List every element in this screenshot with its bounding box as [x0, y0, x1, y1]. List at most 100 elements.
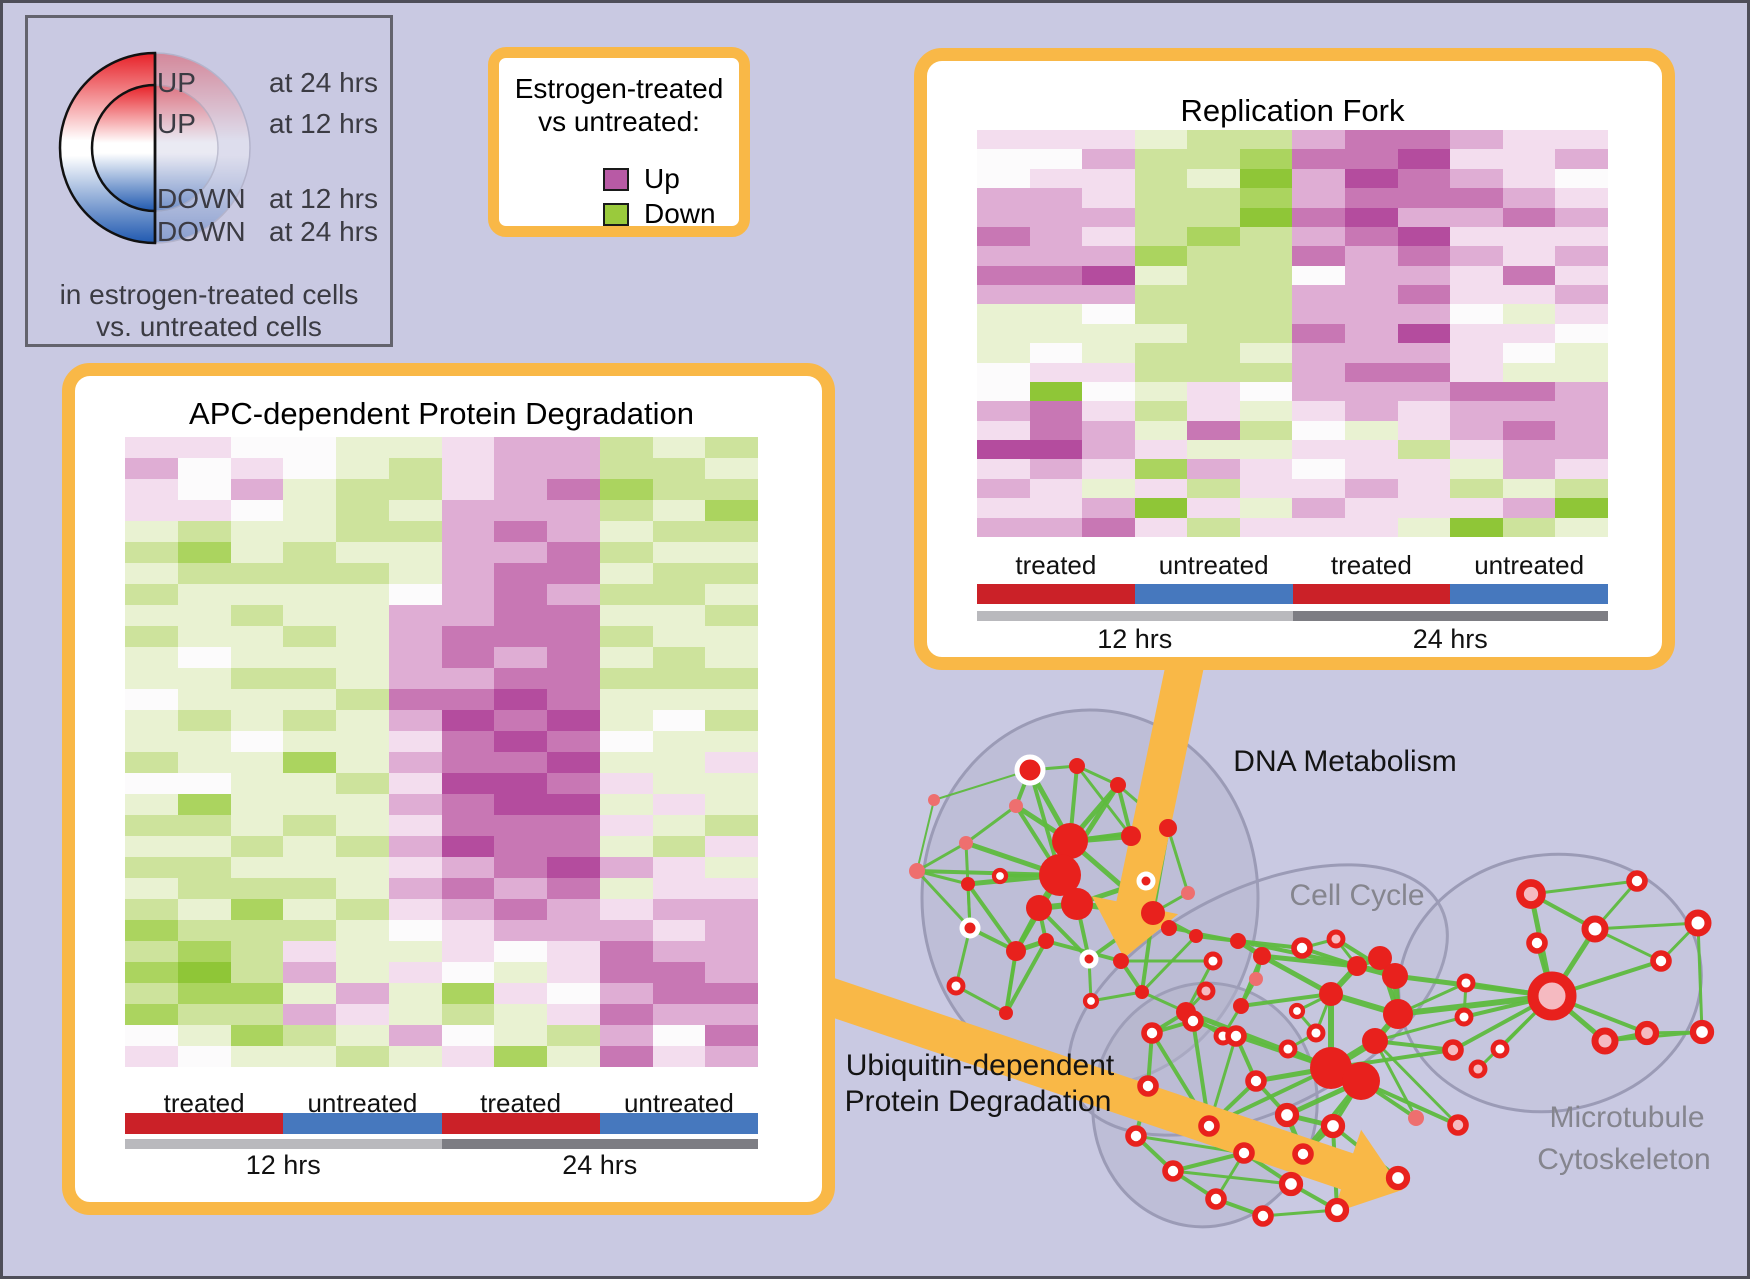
heatmap-cell: [547, 689, 600, 710]
gene-node-s: [1141, 901, 1165, 925]
heatmap-cell: [652, 563, 706, 584]
heatmap-cell: [1292, 478, 1346, 499]
heatmap-cell: [652, 584, 706, 605]
heatmap-cell: [494, 479, 547, 500]
heatmap-cell: [1082, 381, 1135, 402]
heatmap-cell: [547, 836, 600, 857]
gene-node-w: [1125, 1125, 1147, 1147]
heatmap-cell: [388, 500, 442, 521]
heatmap-cell: [230, 689, 284, 710]
heatmap-cell: [1502, 304, 1556, 324]
gene-node-w: [1182, 1010, 1204, 1032]
treatment-group-label: treated: [1015, 550, 1097, 580]
heatmap-cell: [1502, 207, 1556, 227]
heatmap-cell: [1239, 285, 1293, 305]
network-edge: [1373, 1039, 1460, 1127]
heatmap-cell: [1397, 149, 1451, 169]
heatmap-cell: [599, 437, 653, 458]
heatmap-cell: [547, 584, 600, 605]
network-edge: [1530, 879, 1638, 896]
heatmap-cell: [125, 710, 178, 731]
heatmap-cell: [177, 752, 231, 773]
heatmap-cell: [1292, 440, 1346, 460]
heatmap-cell: [1029, 130, 1083, 150]
heatmap-cell: [1397, 343, 1451, 363]
heatmap-cell: [494, 983, 547, 1004]
heatmap-cell: [1345, 188, 1398, 208]
gene-node-wp: [1326, 929, 1346, 949]
heatmap-cell: [547, 752, 600, 773]
heatmap-cell: [1555, 149, 1608, 169]
heatmap-cell: [1029, 401, 1083, 421]
heatmap-cell: [1239, 381, 1293, 402]
heatmap-cell: [177, 773, 231, 794]
heatmap-cell: [599, 794, 653, 815]
heatmap-cell: [1450, 440, 1503, 460]
heatmap-cell: [977, 459, 1030, 479]
heatmap-cell: [388, 815, 442, 836]
heatmap-cell: [652, 731, 706, 752]
heatmap-cell: [1082, 246, 1135, 266]
network-edge: [1696, 922, 1704, 1033]
heatmap-cell: [494, 437, 547, 458]
heatmap-cell: [336, 584, 389, 605]
heatmap-cell: [977, 188, 1030, 208]
heatmap-cell: [547, 668, 600, 689]
heatmap-cell: [388, 437, 442, 458]
gene-node-s: [1368, 946, 1392, 970]
heatmap-cell: [441, 689, 495, 710]
heatmap-cell: [705, 920, 758, 941]
heatmap-cell: [977, 343, 1030, 363]
heatmap-cell: [1450, 130, 1503, 150]
heatmap-cell: [494, 710, 547, 731]
heatmap-cell: [1029, 285, 1083, 305]
heatmap-cell: [705, 941, 758, 962]
heatmap-cell: [1239, 188, 1293, 208]
heatmap-cell: [1397, 440, 1451, 460]
heatmap-cell: [1345, 459, 1398, 479]
heatmap-cell: [599, 920, 653, 941]
heatmap-cell: [599, 500, 653, 521]
heatmap-cell: [177, 815, 231, 836]
heatmap-cell: [336, 920, 389, 941]
network-edge: [1397, 993, 1553, 1017]
heatmap-cell: [336, 605, 389, 626]
gene-node-s: [1006, 941, 1026, 961]
heatmap-cell: [1397, 285, 1451, 305]
gene-node-p: [1181, 886, 1195, 900]
ring-legend-row: DOWN at 24 hrs: [28, 216, 390, 248]
heatmap-cell: [336, 794, 389, 815]
heatmap-cell: [441, 626, 495, 647]
gene-node-w: [1278, 1039, 1298, 1059]
heatmap-cell: [977, 517, 1030, 537]
heatmap-cell: [652, 878, 706, 899]
ring-legend-footer-line2: vs. untreated cells: [96, 311, 322, 342]
apc-degradation-title: APC-dependent Protein Degradation: [189, 396, 694, 431]
heatmap-cell: [388, 962, 442, 983]
gene-node-s: [1310, 1047, 1352, 1089]
heatmap-cell: [125, 1025, 178, 1046]
heatmap-cell: [441, 1004, 495, 1025]
heatmap-cell: [1082, 498, 1135, 518]
ring-time-label: at 12 hrs: [269, 183, 378, 214]
heatmap-cell: [652, 1025, 706, 1046]
heatmap-cell: [599, 941, 653, 962]
heatmap-cell: [599, 731, 653, 752]
heatmap-cell: [547, 479, 600, 500]
heatmap-cell: [1555, 265, 1608, 286]
heatmap-cell: [494, 836, 547, 857]
gene-node-w: [1288, 1002, 1306, 1020]
heatmap-cell: [977, 440, 1030, 460]
heatmap-cell: [1029, 246, 1083, 266]
heatmap-cell: [1082, 226, 1135, 247]
heatmap-cell: [705, 857, 758, 878]
heatmap-cell: [1082, 362, 1135, 382]
gene-node-s: [1189, 929, 1203, 943]
heatmap-cell: [1134, 440, 1188, 460]
heatmap-cell: [441, 920, 495, 941]
heatmap-cell: [283, 689, 336, 710]
heatmap-cell: [177, 668, 231, 689]
gene-node-w: [1320, 1113, 1346, 1139]
heatmap-cell: [283, 647, 336, 668]
heatmap-cell: [1450, 459, 1503, 479]
